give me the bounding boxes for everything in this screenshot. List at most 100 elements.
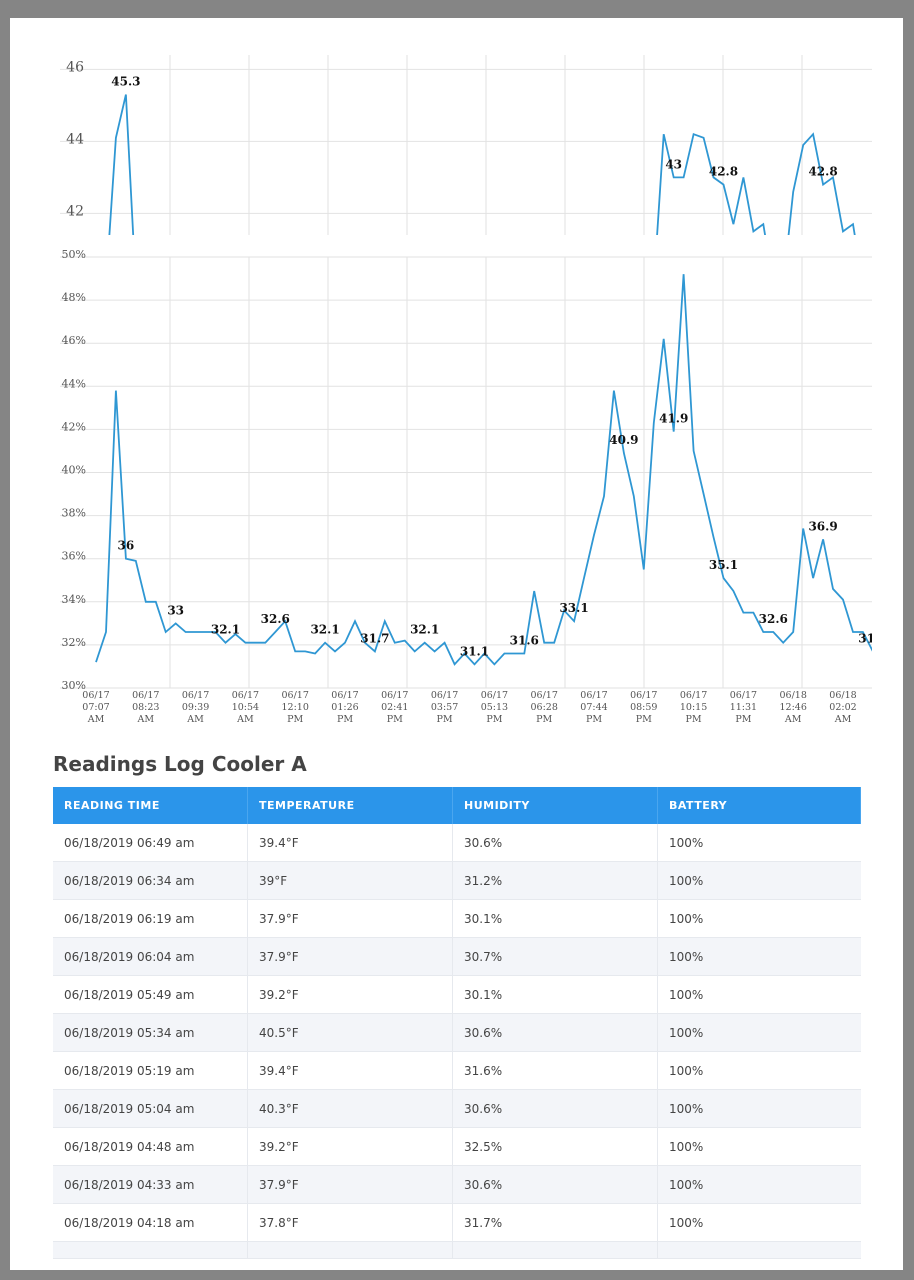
x-tick-line: 10:15 bbox=[680, 702, 707, 713]
x-tick-line: 02:41 bbox=[381, 702, 408, 713]
x-tick-label: 06/17 10:15 PM bbox=[680, 690, 707, 725]
data-label: 32.1 bbox=[310, 623, 339, 637]
table-cell: 06/18/2019 06:04 am bbox=[53, 938, 248, 975]
data-label: 31.7 bbox=[858, 631, 887, 645]
x-tick-label: 06/17 07:07 AM bbox=[82, 690, 109, 725]
table-cell: 39.4°F bbox=[248, 824, 453, 861]
x-tick-line: 06/17 bbox=[381, 690, 408, 701]
y-tick-label: 40% bbox=[62, 464, 86, 477]
x-tick-line: 12:46 bbox=[780, 702, 807, 713]
data-label: 42.8 bbox=[808, 165, 837, 179]
x-tick-line: 06/17 bbox=[182, 690, 209, 701]
data-label: 32.6 bbox=[759, 612, 788, 626]
data-label: 32.1 bbox=[211, 623, 240, 637]
table-title: Readings Log Cooler A bbox=[53, 752, 307, 776]
x-tick-line: PM bbox=[287, 714, 303, 725]
header-cell: HUMIDITY bbox=[453, 787, 658, 824]
table-cell: 100% bbox=[669, 1215, 704, 1230]
x-tick-line: 06/18 bbox=[829, 690, 856, 701]
data-label: 33 bbox=[167, 603, 184, 617]
table-cell: 100% bbox=[669, 873, 704, 888]
table-cell: 39.2°F bbox=[248, 976, 453, 1013]
x-tick-line: 06:28 bbox=[531, 702, 558, 713]
table-cell-empty bbox=[53, 1242, 248, 1258]
x-tick-line: 06/17 bbox=[481, 690, 508, 701]
table-row: 06/18/2019 06:49 am 39.4°F 30.6% 100% bbox=[53, 824, 861, 862]
header-cell: READING TIME bbox=[53, 787, 248, 824]
table-row: 06/18/2019 05:49 am 39.2°F 30.1% 100% bbox=[53, 976, 861, 1014]
x-tick-label: 06/18 02:02 AM bbox=[829, 690, 856, 725]
table-cell: 37.9°F bbox=[248, 938, 453, 975]
table-cell: 06/18/2019 06:49 am bbox=[53, 824, 248, 861]
table-row: 06/18/2019 05:19 am 39.4°F 31.6% 100% bbox=[53, 1052, 861, 1090]
x-tick-line: AM bbox=[87, 714, 105, 725]
x-tick-line: 06/17 bbox=[132, 690, 159, 701]
table-cell-empty bbox=[248, 1242, 453, 1258]
x-tick-label: 06/17 12:10 PM bbox=[282, 690, 309, 725]
data-label: 43 bbox=[665, 157, 682, 171]
y-tick-label: 44 bbox=[66, 131, 84, 147]
x-tick-label: 06/17 01:26 PM bbox=[331, 690, 358, 725]
table-cell: 06/18/2019 06:34 am bbox=[53, 862, 248, 899]
x-tick-line: AM bbox=[186, 714, 204, 725]
x-tick-line: PM bbox=[536, 714, 552, 725]
x-tick-line: 08:23 bbox=[132, 702, 159, 713]
table-cell: 40.3°F bbox=[248, 1090, 453, 1127]
x-tick-label: 06/17 08:23 AM bbox=[132, 690, 159, 725]
table-header: READING TIME TEMPERATURE HUMIDITY BATTERY bbox=[53, 787, 861, 824]
x-tick-line: 06/17 bbox=[580, 690, 607, 701]
table-row: 06/18/2019 05:34 am 40.5°F 30.6% 100% bbox=[53, 1014, 861, 1052]
y-tick-label: 36% bbox=[62, 550, 86, 563]
y-tick-label: 50% bbox=[62, 248, 86, 261]
table-cell: 100% bbox=[669, 949, 704, 964]
x-tick-line: 12:10 bbox=[282, 702, 309, 713]
x-tick-label: 06/17 10:54 AM bbox=[232, 690, 259, 725]
table-row: 06/18/2019 05:04 am 40.3°F 30.6% 100% bbox=[53, 1090, 861, 1128]
table-cell: 39.2°F bbox=[248, 1128, 453, 1165]
x-tick-line: 06/17 bbox=[531, 690, 558, 701]
x-tick-line: 03:57 bbox=[431, 702, 458, 713]
table-cell: 100% bbox=[669, 1063, 704, 1078]
x-tick-line: PM bbox=[486, 714, 502, 725]
table-cell: 06/18/2019 04:48 am bbox=[53, 1128, 248, 1165]
table-cell: 06/18/2019 05:04 am bbox=[53, 1090, 248, 1127]
x-tick-line: 11:31 bbox=[730, 702, 757, 713]
table-cell: 100% bbox=[669, 1101, 704, 1116]
data-label: 36 bbox=[118, 539, 135, 553]
x-tick-label: 06/17 03:57 PM bbox=[431, 690, 458, 725]
data-label: 42.8 bbox=[709, 165, 738, 179]
table-cell: 30.1% bbox=[453, 976, 658, 1013]
data-label: 31.6 bbox=[510, 634, 539, 648]
y-tick-label: 42 bbox=[66, 203, 84, 219]
table-row: 06/18/2019 04:18 am 37.8°F 31.7% 100% bbox=[53, 1204, 861, 1242]
table-cell: 31.6% bbox=[453, 1052, 658, 1089]
x-tick-line: 07:44 bbox=[580, 702, 607, 713]
table-cell: 100% bbox=[669, 1177, 704, 1192]
x-tick-line: PM bbox=[636, 714, 652, 725]
table-cell-empty bbox=[658, 1242, 861, 1258]
data-line bbox=[108, 94, 856, 235]
table-cell: 06/18/2019 05:34 am bbox=[53, 1014, 248, 1051]
x-tick-line: AM bbox=[137, 714, 155, 725]
x-tick-label: 06/18 12:46 AM bbox=[780, 690, 807, 725]
x-tick-line: 05:13 bbox=[481, 702, 508, 713]
table-cell: 06/18/2019 05:19 am bbox=[53, 1052, 248, 1089]
data-label: 35.1 bbox=[709, 558, 738, 572]
data-label: 31.7 bbox=[360, 631, 389, 645]
table-cell: 06/18/2019 06:19 am bbox=[53, 900, 248, 937]
table-cell-empty bbox=[453, 1242, 658, 1258]
table-cell: 100% bbox=[669, 987, 704, 1002]
x-tick-label: 06/17 05:13 PM bbox=[481, 690, 508, 725]
table-cell: 30.1% bbox=[453, 900, 658, 937]
table-row: 06/18/2019 04:33 am 37.9°F 30.6% 100% bbox=[53, 1166, 861, 1204]
data-label: 32.1 bbox=[410, 623, 439, 637]
x-tick-line: 06/17 bbox=[331, 690, 358, 701]
table-cell: 100% bbox=[669, 835, 704, 850]
table-cell: 30.7% bbox=[453, 938, 658, 975]
x-tick-line: AM bbox=[784, 714, 802, 725]
data-line bbox=[95, 274, 872, 666]
x-tick-line: 06/17 bbox=[730, 690, 757, 701]
table-cell: 100% bbox=[669, 1025, 704, 1040]
table-cell: 30.6% bbox=[453, 1014, 658, 1051]
x-tick-line: 09:39 bbox=[182, 702, 209, 713]
